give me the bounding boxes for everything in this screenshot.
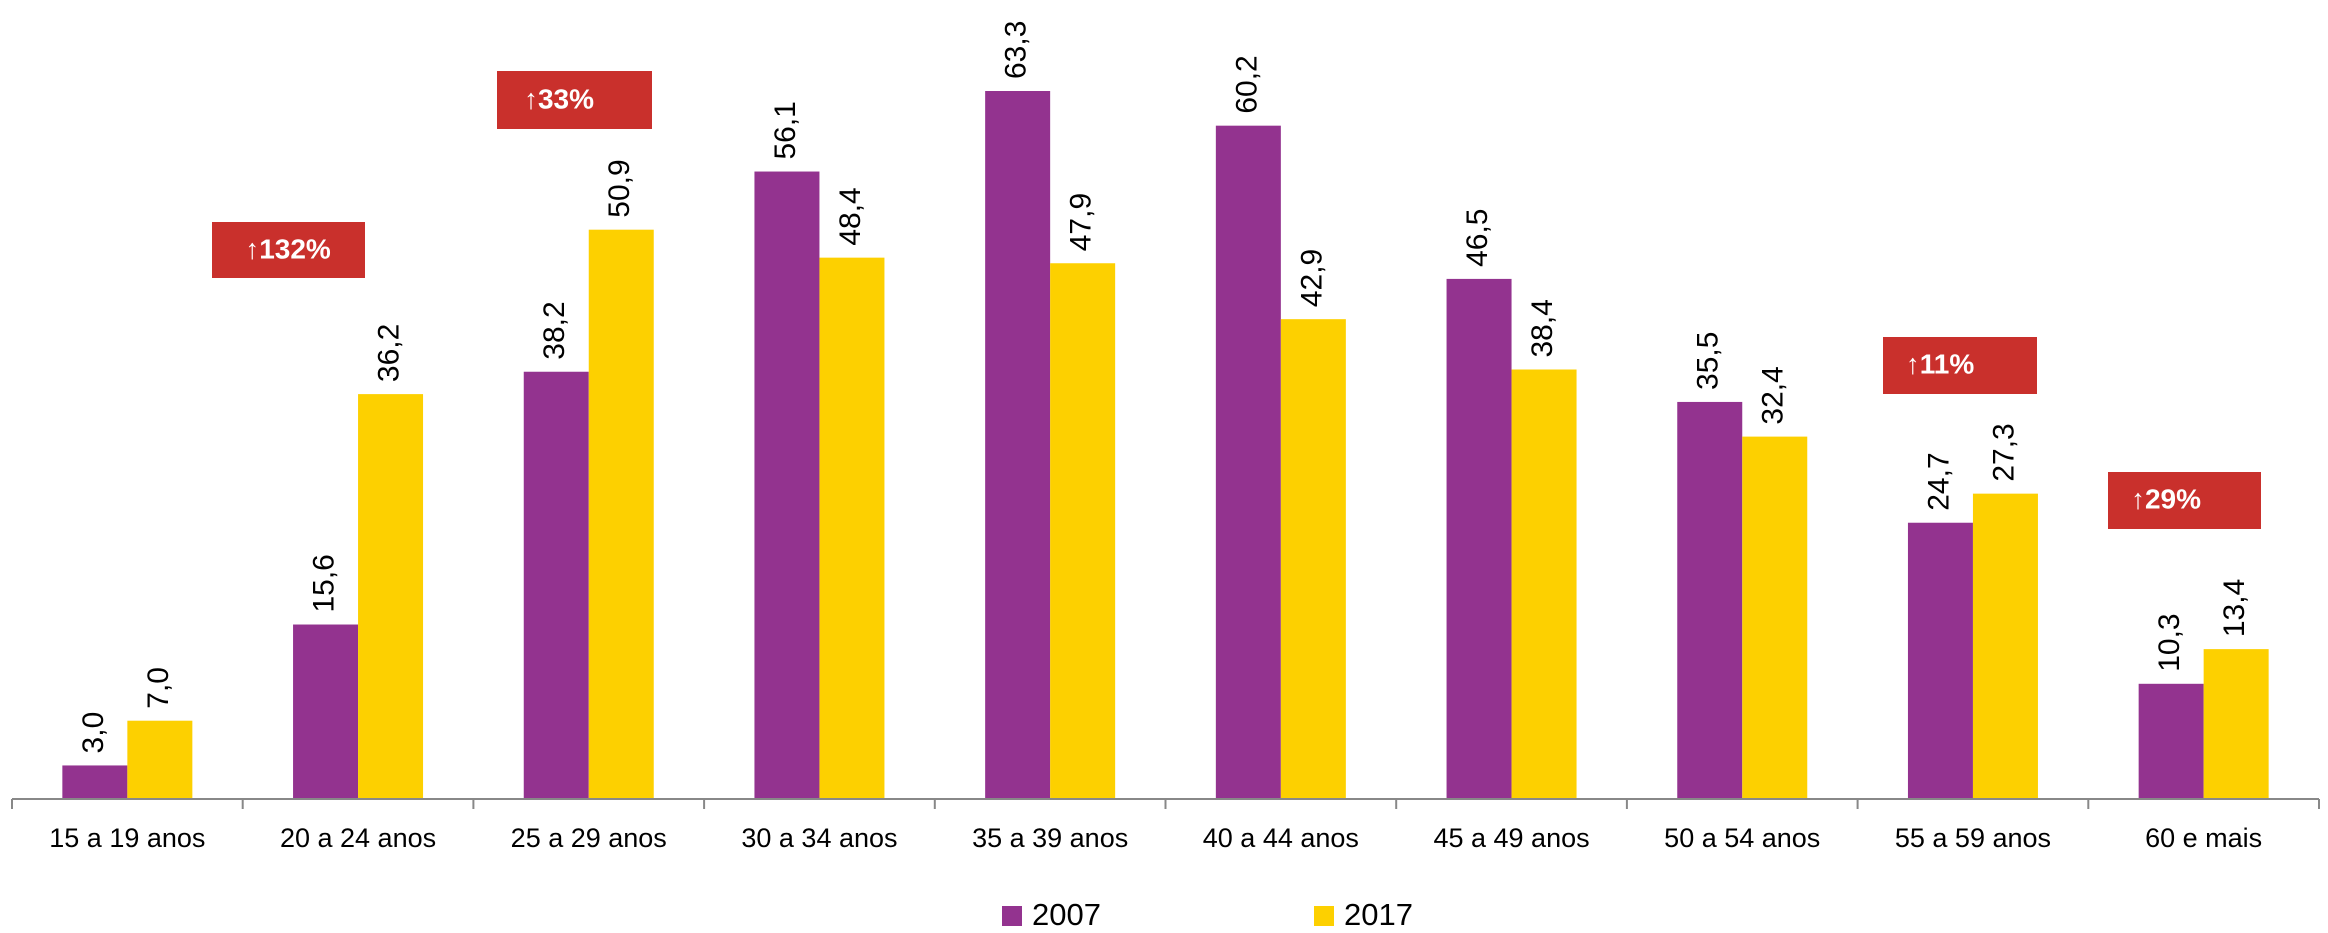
value-label: 38,2: [538, 301, 571, 359]
x-tick-label: 55 a 59 anos: [1895, 823, 2051, 853]
bar: [588, 229, 654, 799]
x-tick-label: 30 a 34 anos: [741, 823, 897, 853]
bar: [62, 765, 128, 799]
bar: [819, 257, 885, 799]
bar: [2203, 649, 2269, 799]
x-tick-label: 60 e mais: [2145, 823, 2262, 853]
x-tick-label: 40 a 44 anos: [1203, 823, 1359, 853]
x-tick-label: 45 a 49 anos: [1433, 823, 1589, 853]
x-tick-label: 15 a 19 anos: [49, 823, 205, 853]
bar: [1050, 263, 1116, 799]
annotation: ↑33%: [524, 83, 594, 114]
annotation-box: [2108, 472, 2261, 529]
bar: [1215, 125, 1281, 800]
bar: [1742, 436, 1808, 799]
legend-label: 2017: [1344, 897, 1413, 932]
legend-swatch: [1314, 906, 1334, 926]
value-label: 56,1: [769, 101, 802, 159]
x-tick-label: 20 a 24 anos: [280, 823, 436, 853]
bar: [523, 371, 589, 799]
bar: [127, 720, 193, 799]
bar: [2138, 683, 2204, 799]
legend-label: 2007: [1032, 897, 1101, 932]
value-label: 47,9: [1065, 193, 1098, 251]
value-label: 3,0: [77, 712, 110, 754]
bar: [358, 394, 424, 799]
annotation-box: [1883, 337, 2037, 394]
annotation: ↑11%: [1906, 348, 1975, 379]
bar: [1972, 493, 2038, 799]
value-label: 42,9: [1295, 249, 1328, 307]
legend-swatch: [1002, 906, 1022, 926]
bar: [1677, 401, 1743, 799]
value-label: 60,2: [1230, 55, 1263, 113]
value-label: 63,3: [1000, 21, 1033, 79]
x-tick-label: 25 a 29 anos: [511, 823, 667, 853]
value-label: 7,0: [142, 667, 175, 709]
annotation-box: [497, 71, 652, 129]
bar: [1446, 278, 1512, 799]
annotation: ↑29%: [2131, 483, 2201, 514]
value-label: 38,4: [1526, 299, 1559, 357]
bar: [1907, 522, 1973, 799]
bar: [1511, 369, 1577, 799]
value-label: 32,4: [1757, 366, 1790, 424]
bar: [1280, 319, 1346, 799]
value-label: 35,5: [1692, 332, 1725, 390]
annotation: ↑132%: [245, 233, 331, 264]
x-tick-label: 35 a 39 anos: [972, 823, 1128, 853]
value-label: 48,4: [834, 187, 867, 245]
value-label: 27,3: [1987, 423, 2020, 481]
bar: [293, 624, 359, 799]
value-label: 24,7: [1922, 452, 1955, 510]
bar: [985, 91, 1051, 799]
bar: [754, 171, 820, 799]
x-tick-label: 50 a 54 anos: [1664, 823, 1820, 853]
value-label: 36,2: [372, 324, 405, 382]
value-label: 50,9: [603, 159, 636, 217]
annotations: ↑132% ↑33% ↑11% ↑29%: [212, 71, 2261, 529]
annotation-box: [212, 222, 365, 278]
value-label: 13,4: [2218, 579, 2251, 637]
value-label: 15,6: [307, 554, 340, 612]
value-label: 10,3: [2153, 613, 2186, 671]
value-label: 46,5: [1461, 209, 1494, 267]
